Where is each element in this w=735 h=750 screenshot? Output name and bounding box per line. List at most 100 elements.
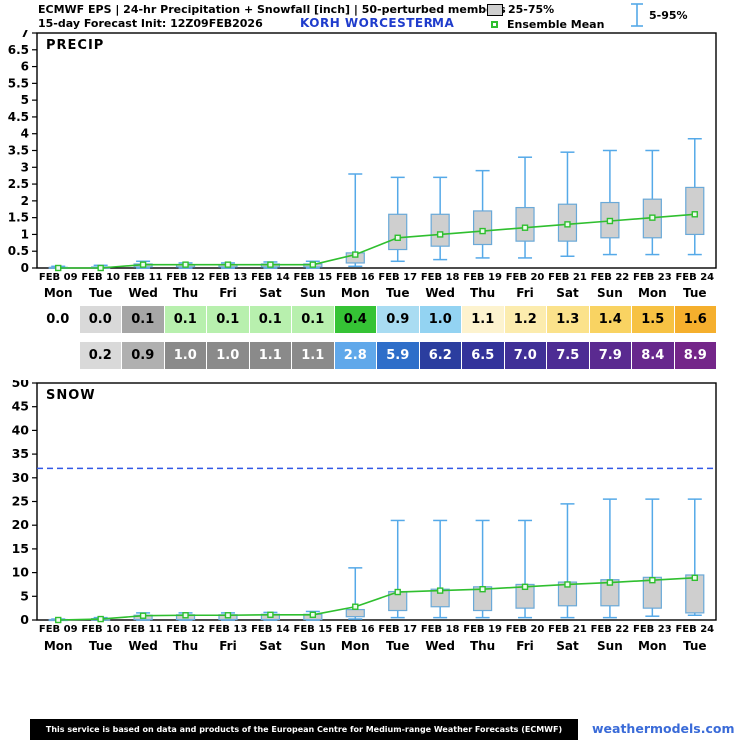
y-tick-label: 7	[21, 30, 29, 40]
mean-marker	[309, 261, 317, 268]
day-label: Mon	[43, 286, 73, 300]
day-label: Sat	[556, 639, 579, 653]
day-label: Mon	[43, 639, 73, 653]
day-label: Fri	[516, 639, 534, 653]
day-label: Sun	[299, 639, 326, 653]
mean-marker	[267, 261, 274, 268]
mean-marker	[97, 264, 104, 272]
iqr-box	[388, 213, 408, 251]
day-label: Mon	[637, 286, 667, 300]
station-name: KORH WORCESTER	[300, 16, 434, 30]
day-label: Sat	[556, 286, 579, 300]
station-region: MA	[432, 16, 455, 30]
iqr-box	[345, 608, 365, 618]
precip-total-cell: 1.4	[589, 306, 632, 333]
day-label: Mon	[340, 286, 370, 300]
mean-marker	[436, 231, 444, 238]
precip-total-cell: 1.0	[419, 306, 462, 333]
day-label: Wed	[128, 286, 158, 300]
date-label: FEB 14	[251, 624, 290, 635]
snow-total-cell: 8.9	[674, 342, 716, 369]
snow-total-cell: 1.1	[249, 342, 292, 369]
day-label: Thu	[469, 286, 496, 300]
date-label: FEB 19	[463, 272, 502, 283]
date-label: FEB 10	[81, 272, 120, 283]
y-tick-label: 30	[12, 470, 30, 485]
date-label: FEB 21	[548, 272, 587, 283]
y-tick-label: 5	[21, 93, 29, 107]
date-label: FEB 22	[590, 624, 630, 635]
day-label: Tue	[385, 639, 410, 653]
snow-day-axis: Mon Tue Wed Thu Fri Sat Sun Mon Tue Wed Thu Fri Sat S…	[37, 639, 716, 653]
precip-total-cell: 0.0	[79, 306, 122, 333]
y-tick-label: 0.5	[8, 244, 29, 258]
date-label: FEB 21	[548, 624, 587, 635]
mean-marker	[139, 261, 147, 268]
date-label: FEB 14	[251, 272, 290, 283]
iqr-box	[472, 210, 493, 246]
y-tick-label: 3.5	[8, 144, 29, 158]
y-tick-label: 40	[12, 422, 30, 437]
mean-marker	[606, 579, 614, 586]
date-label: FEB 11	[123, 272, 163, 283]
mean-marker	[691, 574, 698, 582]
precip-total-cell: 1.5	[632, 306, 675, 333]
date-label: FEB 20	[505, 272, 545, 283]
date-label: FEB 24	[675, 272, 715, 283]
day-label: Wed	[425, 286, 455, 300]
snow-total-cell: 8.4	[632, 342, 675, 369]
date-label: FEB 18	[420, 624, 460, 635]
date-label: FEB 18	[420, 272, 460, 283]
day-label: Sun	[299, 286, 326, 300]
date-label: FEB 19	[463, 624, 502, 635]
snow-total-cell: 6.2	[419, 342, 462, 369]
day-label: Tue	[88, 639, 113, 653]
day-label: Thu	[172, 639, 199, 653]
date-label: FEB 13	[208, 272, 248, 283]
legend-mean-label: Ensemble Mean	[507, 18, 605, 31]
cumulative-precip-row: 0.0 0.0 0.1 0.1 0.1 0.1 0.1 0.4 0.9 1.0 1.1 1.2 1.3 1…	[37, 306, 716, 333]
mean-marker	[691, 211, 698, 218]
date-label: FEB 16	[335, 624, 375, 635]
mean-marker	[139, 612, 147, 619]
mean-marker	[97, 615, 104, 623]
date-label: FEB 23	[633, 624, 672, 635]
weathermodels-link[interactable]: weathermodels.com	[592, 721, 735, 736]
snow-total-cell: 1.0	[207, 342, 250, 369]
date-label: FEB 23	[633, 272, 672, 283]
ensemble-mean-line	[55, 211, 698, 272]
day-label: Mon	[340, 639, 370, 653]
snow-total-cell: 7.9	[589, 342, 632, 369]
day-label: Tue	[88, 286, 113, 300]
date-label: FEB 22	[590, 272, 630, 283]
precip-day-axis: Mon Tue Wed Thu Fri Sat Sun Mon Tue Wed Thu Fri Sat S…	[37, 286, 716, 300]
mean-marker	[224, 261, 232, 268]
day-label: Wed	[128, 639, 158, 653]
day-label: Thu	[469, 639, 496, 653]
day-label: Mon	[637, 639, 667, 653]
mean-marker	[606, 217, 614, 225]
precip-total-cell: 1.3	[547, 306, 590, 333]
date-label: FEB 17	[378, 624, 418, 635]
boxplots	[48, 138, 705, 269]
iqr-box	[685, 186, 705, 236]
day-label: Thu	[172, 286, 199, 300]
mean-marker	[521, 583, 529, 591]
day-label: Tue	[385, 286, 410, 300]
mean-marker	[267, 611, 274, 618]
panel-title: SNOW	[46, 388, 96, 403]
legend-box-label: 25-75%	[508, 3, 555, 16]
snow-total-cell: 1.1	[292, 342, 335, 369]
precip-total-cell: 1.2	[504, 306, 547, 333]
mean-marker	[479, 585, 486, 593]
legend-mean-swatch-icon	[491, 21, 498, 28]
y-tick-label: 3	[21, 160, 29, 174]
day-label: Sat	[259, 286, 282, 300]
date-label: FEB 09	[38, 272, 78, 283]
mean-marker	[394, 588, 401, 596]
plot-border	[36, 382, 717, 621]
precip-date-axis: FEB 09 FEB 10 FEB 11 FEB 12 FEB 13 FEB 14 FEB …	[37, 272, 716, 283]
day-label: Sun	[597, 286, 623, 300]
snow-date-axis: FEB 09 FEB 10 FEB 11 FEB 12 FEB 13 FEB 14 FEB …	[37, 624, 716, 635]
forecast-init-label: 15-day Forecast Init: 12Z09FEB2026	[38, 17, 263, 30]
